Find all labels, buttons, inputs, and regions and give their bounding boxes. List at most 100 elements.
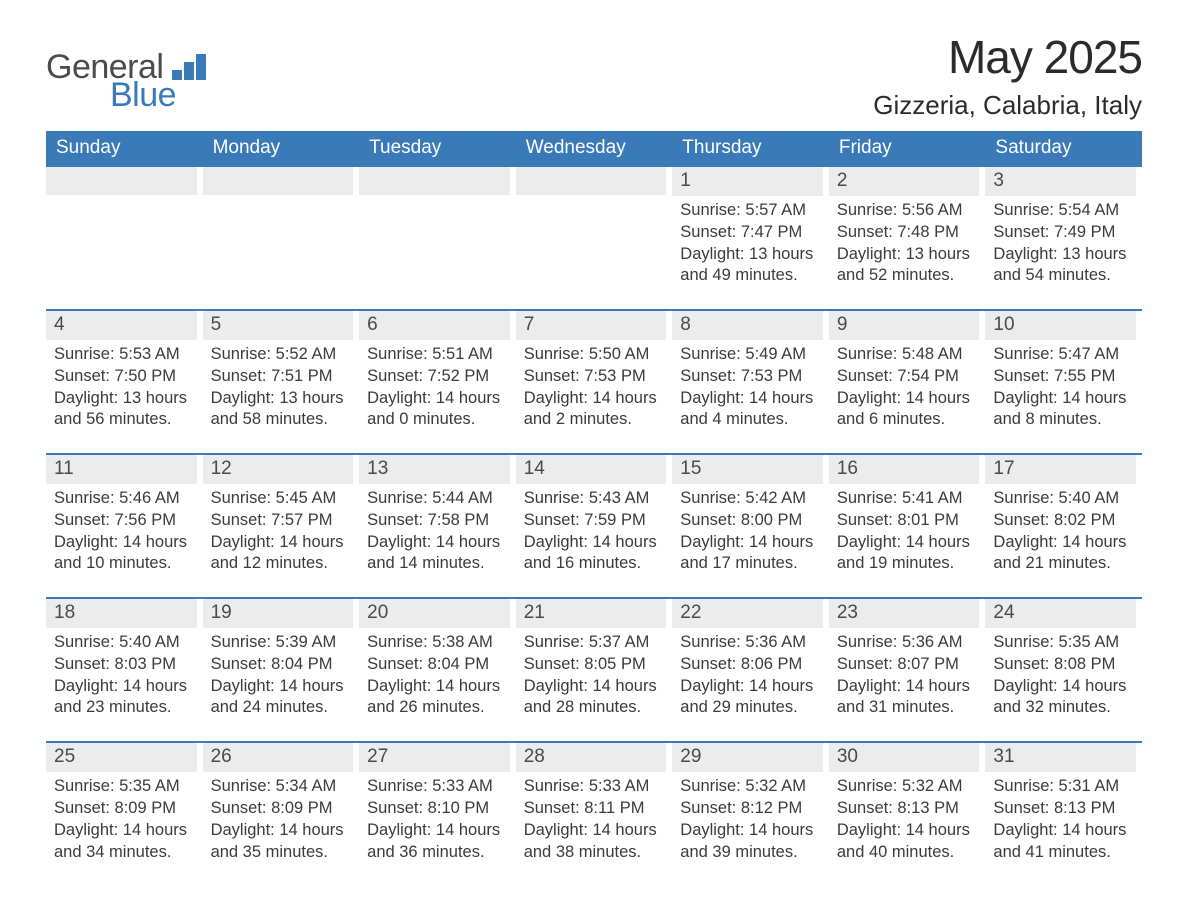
day-number: 16 [829,455,980,484]
day-details: Sunrise: 5:37 AMSunset: 8:05 PMDaylight:… [516,632,667,719]
day-details: Sunrise: 5:47 AMSunset: 7:55 PMDaylight:… [985,344,1136,431]
sunrise-text: Sunrise: 5:32 AM [837,776,976,798]
day-cell: 21 Sunrise: 5:37 AMSunset: 8:05 PMDayligh… [516,599,673,719]
day-number: 29 [672,743,823,772]
day-header-row: Sunday Monday Tuesday Wednesday Thursday… [46,131,1142,167]
day-number: 10 [985,311,1136,340]
sunset-text: Sunset: 8:09 PM [54,798,193,820]
daylight-text: Daylight: 14 hours and 16 minutes. [524,532,663,576]
day-number: 14 [516,455,667,484]
day-number: 1 [672,167,823,196]
sunrise-text: Sunrise: 5:37 AM [524,632,663,654]
day-cell: 17Sunrise: 5:40 AMSunset: 8:02 PMDayligh… [985,455,1142,575]
daylight-text: Daylight: 14 hours and 23 minutes. [54,676,193,720]
day-number: 31 [985,743,1136,772]
day-details: Sunrise: 5:56 AMSunset: 7:48 PMDaylight:… [829,200,980,287]
day-header-mon: Monday [203,131,360,167]
week-row: 11Sunrise: 5:46 AMSunset: 7:56 PMDayligh… [46,453,1142,575]
day-details: Sunrise: 5:40 AMSunset: 8:02 PMDaylight:… [985,488,1136,575]
daylight-text: Daylight: 14 hours and 17 minutes. [680,532,819,576]
sunset-text: Sunset: 8:03 PM [54,654,193,676]
day-cell: 5 Sunrise: 5:52 AMSunset: 7:51 PMDaylight… [203,311,360,431]
day-details: Sunrise: 5:41 AMSunset: 8:01 PMDaylight:… [829,488,980,575]
sunrise-text: Sunrise: 5:42 AM [680,488,819,510]
day-details: Sunrise: 5:39 AMSunset: 8:04 PMDaylight:… [203,632,354,719]
day-cell: 28Sunrise: 5:33 AMSunset: 8:11 PMDayligh… [516,743,673,863]
day-number: 21 [516,599,667,628]
day-number: 6 [359,311,510,340]
sunset-text: Sunset: 8:10 PM [367,798,506,820]
day-cell: 7Sunrise: 5:50 AMSunset: 7:53 PMDaylight… [516,311,673,431]
sunrise-text: Sunrise: 5:35 AM [54,776,193,798]
daylight-text: Daylight: 13 hours and 52 minutes. [837,244,976,288]
day-details: Sunrise: 5:48 AMSunset: 7:54 PMDaylight:… [829,344,980,431]
day-cell: 3 Sunrise: 5:54 AMSunset: 7:49 PMDaylight… [985,167,1142,287]
daylight-text: Daylight: 14 hours and 12 minutes. [211,532,350,576]
daylight-text: Daylight: 14 hours and 10 minutes. [54,532,193,576]
day-number: 4 [46,311,197,340]
sunrise-text: Sunrise: 5:46 AM [54,488,193,510]
day-details: Sunrise: 5:52 AMSunset: 7:51 PMDaylight:… [203,344,354,431]
sunrise-text: Sunrise: 5:57 AM [680,200,819,222]
day-cell: 15Sunrise: 5:42 AMSunset: 8:00 PMDayligh… [672,455,829,575]
sunrise-text: Sunrise: 5:40 AM [993,488,1132,510]
day-number: 30 [829,743,980,772]
sunset-text: Sunset: 7:55 PM [993,366,1132,388]
day-details: Sunrise: 5:53 AMSunset: 7:50 PMDaylight:… [46,344,197,431]
day-number: 19 [203,599,354,628]
sunset-text: Sunset: 8:00 PM [680,510,819,532]
day-cell: 23Sunrise: 5:36 AMSunset: 8:07 PMDayligh… [829,599,986,719]
daylight-text: Daylight: 14 hours and 31 minutes. [837,676,976,720]
day-details: Sunrise: 5:33 AMSunset: 8:11 PMDaylight:… [516,776,667,863]
sunset-text: Sunset: 8:05 PM [524,654,663,676]
day-cell: 31 Sunrise: 5:31 AMSunset: 8:13 PMDayligh… [985,743,1142,863]
day-details: Sunrise: 5:45 AMSunset: 7:57 PMDaylight:… [203,488,354,575]
day-number [516,167,667,195]
sunrise-text: Sunrise: 5:53 AM [54,344,193,366]
day-cell [359,167,516,287]
day-number: 12 [203,455,354,484]
day-details: Sunrise: 5:40 AMSunset: 8:03 PMDaylight:… [46,632,197,719]
day-number: 23 [829,599,980,628]
daylight-text: Daylight: 13 hours and 58 minutes. [211,388,350,432]
day-cell: 25Sunrise: 5:35 AMSunset: 8:09 PMDayligh… [46,743,203,863]
day-header-sat: Saturday [985,131,1142,167]
sunrise-text: Sunrise: 5:38 AM [367,632,506,654]
day-cell: 2Sunrise: 5:56 AMSunset: 7:48 PMDaylight… [829,167,986,287]
page-title: May 2025 [873,30,1142,84]
day-number: 26 [203,743,354,772]
day-cell: 9Sunrise: 5:48 AMSunset: 7:54 PMDaylight… [829,311,986,431]
sunrise-text: Sunrise: 5:45 AM [211,488,350,510]
sunset-text: Sunset: 7:53 PM [524,366,663,388]
sunset-text: Sunset: 8:02 PM [993,510,1132,532]
sunset-text: Sunset: 7:54 PM [837,366,976,388]
daylight-text: Daylight: 14 hours and 40 minutes. [837,820,976,864]
day-cell: 13Sunrise: 5:44 AMSunset: 7:58 PMDayligh… [359,455,516,575]
day-details: Sunrise: 5:54 AMSunset: 7:49 PMDaylight:… [985,200,1136,287]
daylight-text: Daylight: 14 hours and 35 minutes. [211,820,350,864]
day-details: Sunrise: 5:46 AMSunset: 7:56 PMDaylight:… [46,488,197,575]
sunset-text: Sunset: 8:13 PM [993,798,1132,820]
daylight-text: Daylight: 13 hours and 56 minutes. [54,388,193,432]
week-row: 25Sunrise: 5:35 AMSunset: 8:09 PMDayligh… [46,741,1142,863]
day-details: Sunrise: 5:42 AMSunset: 8:00 PMDaylight:… [672,488,823,575]
day-cell: 8Sunrise: 5:49 AMSunset: 7:53 PMDaylight… [672,311,829,431]
day-cell: 16 Sunrise: 5:41 AMSunset: 8:01 PMDayligh… [829,455,986,575]
sunrise-text: Sunrise: 5:34 AM [211,776,350,798]
day-number: 5 [203,311,354,340]
day-header-sun: Sunday [46,131,203,167]
sunset-text: Sunset: 7:52 PM [367,366,506,388]
sunrise-text: Sunrise: 5:36 AM [680,632,819,654]
day-number: 22 [672,599,823,628]
sunset-text: Sunset: 8:07 PM [837,654,976,676]
sunset-text: Sunset: 8:01 PM [837,510,976,532]
day-number: 3 [985,167,1136,196]
logo: General Blue [46,50,208,115]
daylight-text: Daylight: 14 hours and 14 minutes. [367,532,506,576]
sunset-text: Sunset: 8:08 PM [993,654,1132,676]
day-cell [516,167,673,287]
sunrise-text: Sunrise: 5:50 AM [524,344,663,366]
day-details: Sunrise: 5:31 AMSunset: 8:13 PMDaylight:… [985,776,1136,863]
sunrise-text: Sunrise: 5:43 AM [524,488,663,510]
daylight-text: Daylight: 14 hours and 4 minutes. [680,388,819,432]
